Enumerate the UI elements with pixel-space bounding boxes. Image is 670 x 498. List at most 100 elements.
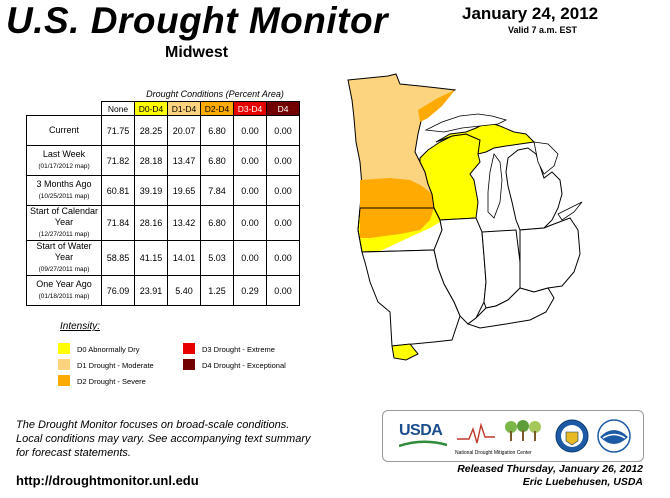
release-info: Released Thursday, January 26, 2012 Eric… xyxy=(438,463,643,489)
cell-value: 5.40 xyxy=(167,275,201,306)
col-header-d0-d4: D0-D4 xyxy=(134,101,168,116)
valid-time: Valid 7 a.m. EST xyxy=(508,25,578,35)
row-map-date: (10/25/2011 map) xyxy=(38,193,90,200)
footnote-line3: for forecast statements. xyxy=(16,447,131,459)
cell-value: 39.19 xyxy=(134,175,168,206)
row-map-date: (01/18/2011 map) xyxy=(38,293,90,300)
cell-value: 19.65 xyxy=(167,175,201,206)
table-row: Start of Water Year (09/27/2011 map) 58.8… xyxy=(26,240,300,276)
table-row: Start of Calendar Year (12/27/2011 map) 7… xyxy=(26,205,300,241)
cell-value: 0.00 xyxy=(233,240,267,276)
cell-value: 0.00 xyxy=(233,115,267,146)
cell-value: 0.00 xyxy=(233,175,267,206)
cell-value: 41.15 xyxy=(134,240,168,276)
table-row: Current 71.75 28.25 20.07 6.80 0.00 0.00 xyxy=(26,115,300,146)
cell-value: 0.00 xyxy=(233,205,267,241)
cell-value: 28.25 xyxy=(134,115,168,146)
cell-value: 1.25 xyxy=(200,275,234,306)
row-title: 3 Months Ago xyxy=(36,179,92,189)
col-header-d2-d4: D2-D4 xyxy=(200,101,234,116)
cell-value: 6.80 xyxy=(200,115,234,146)
map-date: January 24, 2012 xyxy=(462,4,599,23)
legend-swatch-d4 xyxy=(183,359,195,370)
cell-value: 6.80 xyxy=(200,205,234,241)
cell-value: 71.82 xyxy=(101,145,135,176)
cell-value: 0.29 xyxy=(233,275,267,306)
row-label: Start of Water Year (09/27/2011 map) xyxy=(26,240,102,276)
row-title: Current xyxy=(48,125,79,135)
cell-value: 13.42 xyxy=(167,205,201,241)
cell-value: 14.01 xyxy=(167,240,201,276)
row-label: Last Week (01/17/2012 map) xyxy=(26,145,102,176)
cell-value: 71.84 xyxy=(101,205,135,241)
cell-value: 0.00 xyxy=(266,175,300,206)
cell-value: 6.80 xyxy=(200,145,234,176)
legend-label-d4: D4 Drought - Exceptional xyxy=(202,361,286,370)
table-header-row: None D0-D4 D1-D4 D2-D4 D3-D4 D4 xyxy=(27,101,300,116)
map-title: U.S. Drought Monitor xyxy=(6,0,388,41)
cell-value: 28.16 xyxy=(134,205,168,241)
drought-d2-area-ia xyxy=(360,208,434,238)
cell-value: 0.00 xyxy=(266,205,300,241)
cell-value: 0.00 xyxy=(266,240,300,276)
drought-conditions-table: None D0-D4 D1-D4 D2-D4 D3-D4 D4 Current … xyxy=(26,101,300,306)
drought-none-area-ia xyxy=(378,222,442,252)
doc-seal-icon xyxy=(555,419,589,453)
cell-value: 71.75 xyxy=(101,115,135,146)
usda-logo: USDA xyxy=(399,422,447,450)
table-caption: Drought Conditions (Percent Area) xyxy=(146,89,284,99)
cell-value: 76.09 xyxy=(101,275,135,306)
website-link[interactable]: http://droughtmonitor.unl.edu xyxy=(16,473,199,488)
legend-swatch-d2 xyxy=(58,375,70,386)
cell-value: 7.84 xyxy=(200,175,234,206)
noaa-logo-icon xyxy=(597,419,631,453)
cell-value: 23.91 xyxy=(134,275,168,306)
table-row: Last Week (01/17/2012 map) 71.82 28.18 13… xyxy=(26,145,300,176)
lake-michigan xyxy=(487,153,503,219)
row-map-date: (09/27/2011 map) xyxy=(38,266,90,273)
legend-swatch-d0 xyxy=(58,343,70,354)
drought-d2-area-arrowhead xyxy=(418,90,455,122)
cell-value: 0.00 xyxy=(266,275,300,306)
cell-value: 20.07 xyxy=(167,115,201,146)
legend-label-d2: D2 Drought - Severe xyxy=(77,377,146,386)
row-label: One Year Ago (01/18/2011 map) xyxy=(26,275,102,306)
cell-value: 28.18 xyxy=(134,145,168,176)
table-row: 3 Months Ago (10/25/2011 map) 60.81 39.19… xyxy=(26,175,300,206)
drought-d2-area-mn xyxy=(360,178,434,210)
row-map-date: (12/27/2011 map) xyxy=(38,231,90,238)
cell-value: 60.81 xyxy=(101,175,135,206)
row-title: One Year Ago xyxy=(36,279,92,289)
ndmc-logo: National Drought Mitigation Center xyxy=(455,417,545,457)
cell-value: 5.03 xyxy=(200,240,234,276)
footnote-line1: The Drought Monitor focuses on broad-sca… xyxy=(16,419,290,431)
ndmc-logo-text: National Drought Mitigation Center xyxy=(455,450,532,456)
cell-value: 0.00 xyxy=(266,115,300,146)
legend-title: Intensity: xyxy=(60,321,101,332)
usda-logo-text: USDA xyxy=(399,422,443,439)
table-row: One Year Ago (01/18/2011 map) 76.09 23.91… xyxy=(26,275,300,306)
cell-value: 13.47 xyxy=(167,145,201,176)
state-missouri xyxy=(361,249,461,347)
row-title: Last Week xyxy=(42,149,86,159)
legend-label-d3: D3 Drought - Extreme xyxy=(202,345,275,354)
state-upper-michigan xyxy=(435,121,536,155)
legend-swatch-d1 xyxy=(58,359,70,370)
col-header-d3-d4: D3-D4 xyxy=(233,101,267,116)
row-title: Start of Water Year xyxy=(36,241,92,262)
row-label: 3 Months Ago (10/25/2011 map) xyxy=(26,175,102,206)
midwest-drought-map xyxy=(347,73,583,361)
legend-label-d1: D1 Drought - Moderate xyxy=(77,361,154,370)
footnote-line2: Local conditions may vary. See accompany… xyxy=(16,433,311,445)
lake-huron xyxy=(533,141,559,175)
drought-d0-area-mo xyxy=(391,343,419,361)
legend-label-d0: D0 Abnormally Dry xyxy=(77,345,140,354)
cell-value: 0.00 xyxy=(266,145,300,176)
col-header-d1-d4: D1-D4 xyxy=(167,101,201,116)
col-header-none: None xyxy=(101,101,135,116)
region-name: Midwest xyxy=(165,44,229,61)
lake-superior xyxy=(424,113,508,133)
col-header-d4: D4 xyxy=(266,101,300,116)
state-ohio xyxy=(519,217,581,293)
table-corner xyxy=(27,102,102,116)
